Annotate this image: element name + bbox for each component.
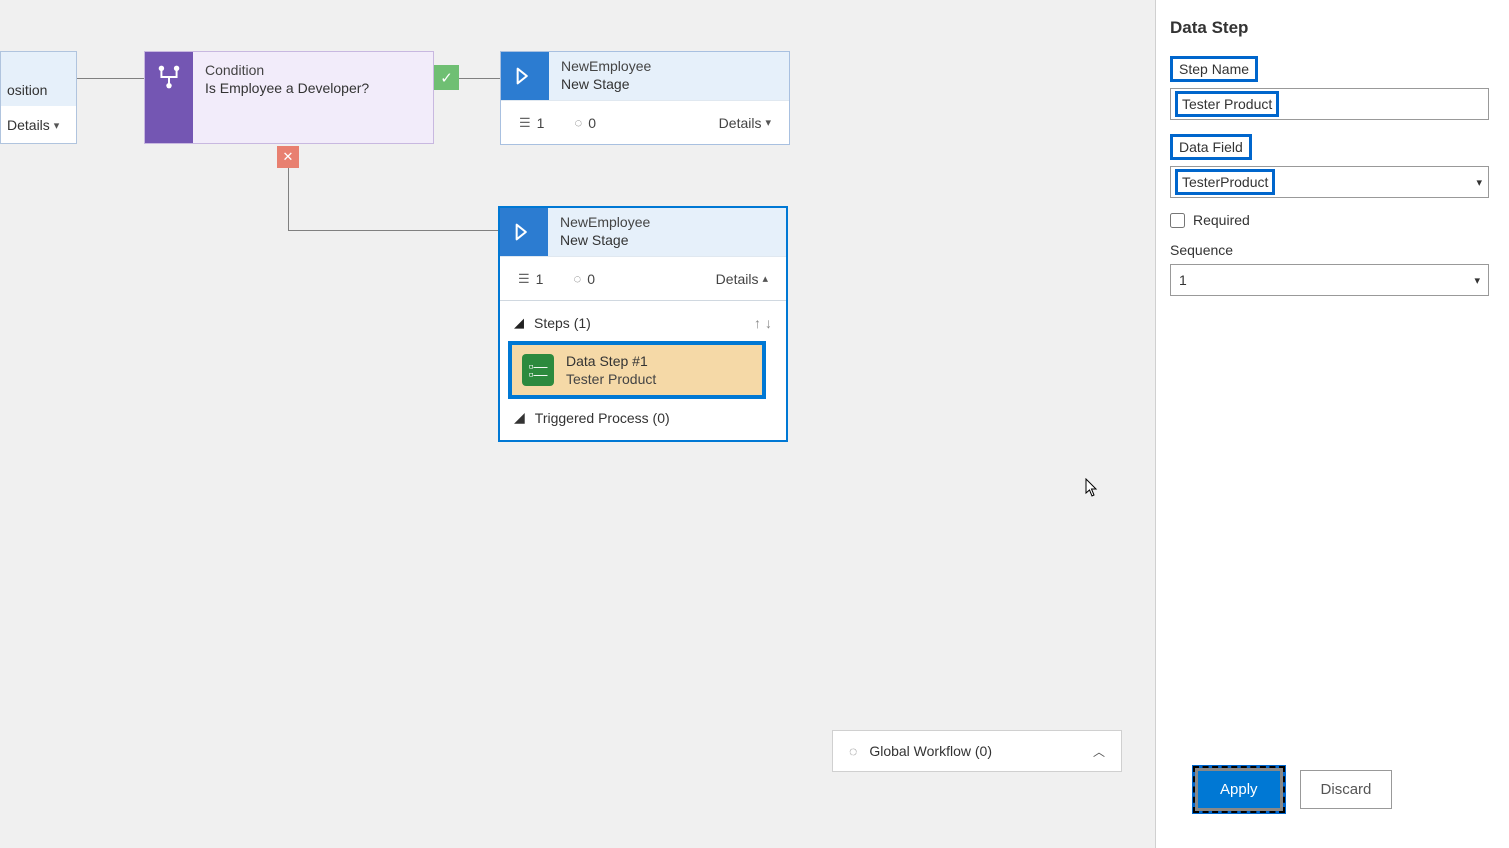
condition-node[interactable]: Condition Is Employee a Developer? xyxy=(144,51,434,144)
condition-true-icon: ✓ xyxy=(434,65,459,90)
dropdown-icon[interactable]: ▾ xyxy=(1474,274,1480,287)
steps-count-value: 1 xyxy=(537,115,545,131)
details-label: Details xyxy=(716,271,759,287)
required-label: Required xyxy=(1193,212,1250,228)
steps-section-header[interactable]: ◢ Steps (1) ↑ ↓ xyxy=(514,311,772,341)
details-toggle[interactable]: Details ▾ xyxy=(719,115,771,131)
stage-details-panel: ◢ Steps (1) ↑ ↓ ▫—▫— Data Step #1 Tester… xyxy=(500,300,786,440)
step-name-input[interactable]: Tester Product xyxy=(1175,91,1279,117)
steps-count: ☰ 1 xyxy=(518,271,543,287)
data-step-title: Data Step #1 xyxy=(566,353,656,369)
stage-title: NewEmployee New Stage xyxy=(549,52,789,100)
data-field-label: Data Field xyxy=(1170,134,1252,160)
connector-line xyxy=(288,168,289,230)
stage-entity: NewEmployee xyxy=(560,214,774,230)
steps-icon: ☰ xyxy=(518,271,530,287)
stage-header: NewEmployee New Stage xyxy=(500,208,786,256)
steps-count: ☰ 1 xyxy=(519,115,544,131)
details-label: Details xyxy=(7,117,50,133)
stage-entity: NewEmployee xyxy=(561,58,777,74)
global-workflow-bar[interactable]: ◌ Global Workflow (0) ︿ xyxy=(832,730,1122,772)
pending-count-value: 0 xyxy=(588,115,596,131)
previous-stage-title-suffix: osition xyxy=(7,82,47,98)
data-field-select[interactable]: TesterProduct ▾ xyxy=(1170,166,1489,198)
sequence-value: 1 xyxy=(1179,272,1187,288)
stage-summary-bar: ☰ 1 ◌ 0 Details ▾ xyxy=(501,100,789,144)
steps-count-value: 1 xyxy=(536,271,544,287)
pending-count-value: 0 xyxy=(587,271,595,287)
move-up-icon[interactable]: ↑ xyxy=(754,315,761,331)
collapse-triangle-icon: ◢ xyxy=(514,409,525,426)
stage-summary-bar: ☰ 1 ◌ 0 Details ▴ xyxy=(500,256,786,300)
pending-count: ◌ 0 xyxy=(573,271,595,287)
stage-icon-bg xyxy=(501,52,549,100)
discard-button[interactable]: Discard xyxy=(1300,770,1393,809)
stage-node-2[interactable]: NewEmployee New Stage ☰ 1 ◌ 0 Details ▴ … xyxy=(498,206,788,442)
required-checkbox-row[interactable]: Required xyxy=(1170,212,1489,228)
data-step-value: Tester Product xyxy=(566,371,656,387)
workflow-canvas[interactable]: osition Details ▾ Condition Is Employee … xyxy=(0,0,1155,848)
steps-header-label: Steps (1) xyxy=(534,315,591,331)
properties-panel: Data Step Step Name Tester Product Data … xyxy=(1155,0,1509,848)
previous-stage-footer[interactable]: Details ▾ xyxy=(1,106,76,144)
details-toggle[interactable]: Details ▴ xyxy=(716,271,768,287)
move-down-icon[interactable]: ↓ xyxy=(765,315,772,331)
panel-title: Data Step xyxy=(1170,18,1489,38)
step-name-input-wrap[interactable]: Tester Product xyxy=(1170,88,1489,120)
data-step-glyph: ▫—▫— xyxy=(529,362,548,378)
reorder-arrows: ↑ ↓ xyxy=(754,315,772,331)
stage-header: NewEmployee New Stage xyxy=(501,52,789,100)
condition-question: Is Employee a Developer? xyxy=(205,80,421,96)
triggered-section-header[interactable]: ◢ Triggered Process (0) xyxy=(514,399,772,426)
steps-icon: ☰ xyxy=(519,115,531,131)
connector-line xyxy=(459,78,500,79)
pending-count: ◌ 0 xyxy=(574,115,596,131)
spinner-icon: ◌ xyxy=(849,743,857,759)
data-step-text: Data Step #1 Tester Product xyxy=(566,353,656,387)
step-name-label: Step Name xyxy=(1170,56,1258,82)
condition-false-icon: ✕ xyxy=(277,146,299,168)
data-step-item[interactable]: ▫—▫— Data Step #1 Tester Product xyxy=(508,341,766,399)
chevron-up-icon: ︿ xyxy=(1093,743,1105,760)
apply-button[interactable]: Apply xyxy=(1198,771,1280,808)
required-checkbox[interactable] xyxy=(1170,213,1185,228)
stage-chevron-icon xyxy=(513,221,535,243)
apply-button-highlight: Apply xyxy=(1192,765,1286,814)
condition-body: Condition Is Employee a Developer? xyxy=(193,52,433,143)
triggered-header-label: Triggered Process (0) xyxy=(535,410,670,426)
chevron-down-icon: ▾ xyxy=(54,119,60,132)
chevron-up-icon: ▴ xyxy=(762,272,768,285)
connector-line xyxy=(77,78,144,79)
sequence-label: Sequence xyxy=(1170,242,1489,258)
mouse-cursor xyxy=(1085,478,1099,498)
condition-type-label: Condition xyxy=(205,62,421,78)
condition-icon-bg xyxy=(145,52,193,143)
data-step-icon: ▫—▫— xyxy=(522,354,554,386)
stage-node-1[interactable]: NewEmployee New Stage ☰ 1 ◌ 0 Details ▾ xyxy=(500,51,790,145)
connector-line xyxy=(288,230,500,231)
stage-label: New Stage xyxy=(560,232,774,248)
global-workflow-label: Global Workflow (0) xyxy=(869,743,992,759)
condition-icon xyxy=(156,64,182,90)
previous-stage-header: osition xyxy=(1,52,76,106)
panel-buttons: Apply Discard xyxy=(1192,765,1489,814)
data-field-value: TesterProduct xyxy=(1175,169,1275,195)
details-label: Details xyxy=(719,115,762,131)
pending-icon: ◌ xyxy=(574,115,582,130)
stage-title: NewEmployee New Stage xyxy=(548,208,786,256)
pending-icon: ◌ xyxy=(573,271,581,286)
chevron-down-icon: ▾ xyxy=(765,116,771,129)
stage-chevron-icon xyxy=(514,65,536,87)
dropdown-icon[interactable]: ▾ xyxy=(1476,176,1482,189)
stage-icon-bg xyxy=(500,208,548,256)
sequence-select[interactable]: 1 ▾ xyxy=(1170,264,1489,296)
collapse-triangle-icon: ◢ xyxy=(514,315,524,331)
stage-label: New Stage xyxy=(561,76,777,92)
previous-stage-node[interactable]: osition Details ▾ xyxy=(0,51,77,144)
